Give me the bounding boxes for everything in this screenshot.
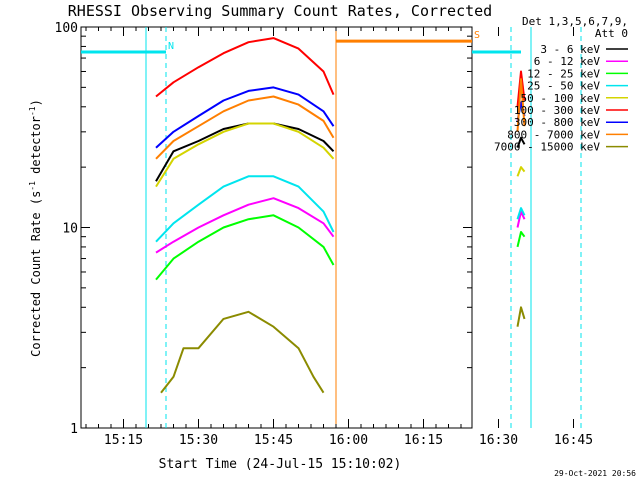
x-axis-label: Start Time (24-Jul-15 15:10:02) [159,457,402,472]
series-line [516,70,526,107]
series-line [516,166,526,177]
chart-title: RHESSI Observing Summary Count Rates, Co… [68,2,492,20]
legend-label: 25 - 50 keV [527,80,600,93]
y-tick-label: 10 [62,222,78,237]
legend-label: 300 - 800 keV [514,116,600,129]
series-line [160,310,325,394]
series-line [155,37,335,98]
x-tick-label: 16:15 [404,433,443,448]
legend-label: 100 - 300 keV [514,104,600,117]
x-tick-label: 16:45 [554,433,593,448]
legend-label: 3 - 6 keV [540,43,600,56]
flag-bars: NS [81,30,521,54]
series-line [516,136,526,149]
x-axis-ticks: 15:15 15:30 15:45 16:00 16:15 16:30 16:45 [85,27,593,448]
series-line [155,86,335,149]
y-axis-label-part: detector [29,116,43,181]
y-axis-label-part: Corrected Count Rate (s [29,191,43,357]
x-tick-label: 16:30 [479,433,518,448]
series-line [516,207,526,220]
series-line [516,306,526,327]
series-line [516,231,526,248]
legend-label: 6 - 12 keV [534,55,601,68]
y-tick-label: 100 [55,21,78,36]
series-line [516,78,526,132]
y-axis-label-sup: -1 [28,106,37,116]
x-tick-label: 16:00 [329,433,368,448]
flag-label: S [474,30,480,41]
series-line [516,210,526,228]
series-line [155,122,335,188]
legend-label: 7000 - 15000 keV [494,141,600,154]
timestamp: 29-Oct-2021 20:56 [554,469,636,478]
y-tick-label: 1 [70,422,78,437]
series-line [155,95,335,160]
y-axis-label-sup: -1 [28,181,37,191]
legend-label: 12 - 25 keV [527,67,600,80]
legend-label: 50 - 100 keV [521,92,601,105]
series-lines [155,37,526,394]
x-tick-label: 15:45 [254,433,293,448]
series-line [155,197,335,254]
vertical-markers [145,27,582,428]
legend-header-line: Att 0 [595,27,628,40]
series-line [155,214,335,281]
series-line [155,175,335,243]
y-axis-label: Corrected Count Rate (s-1 detector-1) [28,99,43,357]
legend-label: 800 - 7000 keV [507,128,600,141]
flag-label: N [168,41,174,52]
y-axis-label-part: ) [29,99,43,106]
y-axis-ticks: 1 10 100 [55,21,472,437]
legend-header-line: Det 1,3,5,6,7,9, [522,15,628,28]
x-tick-label: 15:30 [179,433,218,448]
x-tick-label: 15:15 [104,433,143,448]
